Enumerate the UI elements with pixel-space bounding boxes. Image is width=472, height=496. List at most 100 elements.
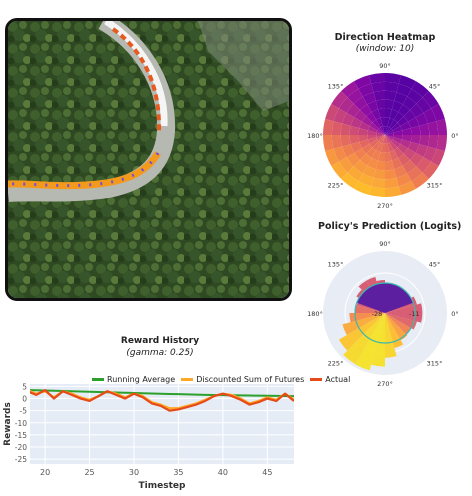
- policy-bar: [385, 313, 408, 341]
- heatmap-cell: [377, 128, 385, 135]
- legend-swatch: [92, 378, 104, 381]
- heatmap-angle-label: 45°: [429, 83, 441, 91]
- legend-running-average[interactable]: Running Average: [92, 375, 175, 384]
- heatmap-cell: [389, 119, 398, 129]
- x-tick-label: 45: [262, 468, 272, 477]
- heatmap-cell: [397, 116, 409, 127]
- heatmap-cell: [385, 135, 392, 143]
- heatmap-cell: [377, 135, 385, 142]
- policy-bar: [385, 303, 423, 313]
- heatmap-cell: [385, 117, 390, 127]
- heatmap-cell: [393, 147, 404, 159]
- heatmap-cell: [378, 127, 385, 135]
- legend-discounted[interactable]: Discounted Sum of Futures: [181, 375, 304, 384]
- heatmap-cell: [362, 92, 376, 105]
- heatmap-cell: [382, 135, 385, 144]
- legend-actual[interactable]: Actual: [310, 375, 350, 384]
- heatmap-cell: [397, 143, 409, 154]
- heatmap-cell: [367, 126, 378, 133]
- heatmap-cell: [385, 126, 390, 135]
- reward-subtitle: (gamma: 0.25): [126, 348, 194, 358]
- heatmap-cell: [333, 146, 347, 162]
- map-image: [8, 21, 289, 298]
- heatmap-cell: [354, 181, 372, 195]
- heatmap-cell: [387, 117, 394, 128]
- heatmap-cell: [385, 132, 394, 135]
- policy-angle-label: 90°: [379, 240, 391, 248]
- heatmap-cell: [402, 135, 412, 142]
- heatmap-cell: [353, 96, 368, 110]
- heatmap-cell: [398, 75, 416, 89]
- y-tick-label: -10: [15, 419, 27, 428]
- heatmap-cell: [342, 112, 355, 126]
- heatmap-cell: [385, 81, 399, 93]
- heatmap-cell: [387, 142, 394, 153]
- heatmap-cell: [402, 96, 417, 110]
- heatmap-cell: [367, 130, 377, 135]
- heatmap-cell: [354, 148, 367, 161]
- heatmap-cell: [373, 90, 385, 101]
- heatmap-cell: [385, 99, 395, 110]
- heatmap-angle-label: 180°: [307, 132, 323, 140]
- heatmap-cell: [347, 88, 363, 104]
- heatmap-cell: [422, 91, 439, 109]
- heatmap-cell: [372, 141, 381, 151]
- heatmap-cell: [331, 121, 343, 135]
- heatmap-cell: [391, 100, 403, 112]
- heatmap-cell: [427, 135, 439, 149]
- policy-bar: [385, 313, 397, 358]
- heatmap-cell: [408, 141, 420, 153]
- heatmap-cell: [369, 122, 379, 131]
- y-tick-label: -5: [20, 407, 28, 416]
- heatmap-cell: [398, 153, 411, 166]
- heatmap-cell: [391, 122, 401, 131]
- heatmap-title: Direction Heatmap: [334, 32, 436, 43]
- heatmap-cell: [419, 123, 430, 135]
- heatmap-cell: [423, 108, 437, 124]
- heatmap-cell: [380, 117, 385, 127]
- heatmap-cell: [362, 165, 376, 178]
- x-tick-label: 20: [40, 468, 50, 477]
- heatmap-cell: [394, 92, 408, 105]
- heatmap-cell: [410, 125, 421, 135]
- y-tick-label: -25: [15, 455, 27, 464]
- heatmap-cell: [367, 158, 379, 170]
- heatmap-cell: [376, 132, 385, 135]
- heatmap-cell: [385, 130, 394, 135]
- heatmap-cell: [353, 160, 368, 174]
- policy-bar: [342, 313, 385, 336]
- heatmap-cell: [354, 109, 367, 122]
- heatmap-cell: [385, 160, 395, 171]
- heatmap-cell: [323, 135, 334, 152]
- heatmap-cell: [372, 119, 381, 129]
- heatmap-cell: [333, 108, 347, 124]
- x-tick-label: 40: [218, 468, 228, 477]
- heatmap-cell: [385, 135, 394, 138]
- heatmap-cell: [396, 173, 412, 187]
- heatmap-cell: [385, 135, 388, 144]
- heatmap-cell: [369, 139, 379, 148]
- heatmap-cell: [350, 117, 362, 129]
- policy-bar: [354, 305, 385, 313]
- y-tick-label: 5: [22, 382, 27, 391]
- heatmap-cell: [391, 139, 401, 148]
- heatmap-cell: [325, 148, 339, 166]
- heatmap-angle-label: 0°: [451, 132, 458, 140]
- policy-angle-label: 135°: [328, 261, 344, 269]
- heatmap-cell: [340, 123, 351, 135]
- policy-bar: [356, 283, 414, 313]
- y-tick-label: -20: [15, 443, 27, 452]
- heatmap-cell: [380, 135, 385, 144]
- heatmap-cell: [400, 121, 411, 131]
- heatmap-cell: [340, 135, 351, 147]
- heatmap-cell: [385, 90, 397, 101]
- heatmap-cell: [385, 143, 390, 153]
- heatmap-cell: [373, 169, 385, 180]
- heatmap-angle-label: 135°: [328, 83, 344, 91]
- heatmap-cell: [393, 135, 403, 140]
- policy-angle-label: 270°: [377, 380, 393, 388]
- policy-angle-label: 225°: [328, 359, 344, 367]
- policy-radial-label: -28: [372, 310, 383, 318]
- heatmap-cell: [436, 118, 447, 135]
- heatmap-cell: [403, 148, 416, 161]
